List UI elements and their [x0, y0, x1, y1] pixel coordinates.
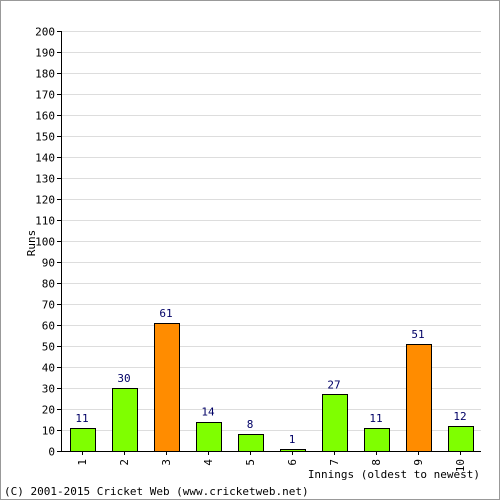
- bar: [196, 422, 222, 452]
- bar: [154, 323, 180, 452]
- y-tick-label: 20: [42, 404, 55, 417]
- bar: [322, 394, 348, 452]
- bar-value-label: 1: [289, 433, 296, 446]
- bar-value-label: 14: [201, 406, 215, 419]
- y-tick-label: 110: [35, 215, 55, 228]
- y-tick-label: 90: [42, 257, 55, 270]
- y-tick-label: 30: [42, 383, 55, 396]
- bar-value-label: 61: [159, 307, 172, 320]
- x-tick-label: 4: [202, 459, 215, 466]
- bar-value-label: 12: [453, 410, 466, 423]
- y-tick-label: 60: [42, 320, 55, 333]
- copyright-notice: (C) 2001-2015 Cricket Web (www.cricketwe…: [4, 485, 309, 498]
- y-tick-label: 170: [35, 89, 55, 102]
- bar-value-label: 8: [247, 418, 254, 431]
- y-tick-label: 80: [42, 278, 55, 291]
- y-tick-label: 140: [35, 152, 55, 165]
- x-axis-title: Innings (oldest to newest): [308, 468, 480, 481]
- x-tick-label: 2: [118, 459, 131, 466]
- x-tick-label: 6: [286, 459, 299, 466]
- x-axis-ticks: 1 2 3 4 5 6 7 8 9 10: [76, 451, 467, 472]
- gridlines: [61, 31, 481, 431]
- bars: [70, 323, 474, 452]
- x-tick-label: 8: [370, 459, 383, 466]
- bar: [238, 434, 264, 452]
- y-tick-label: 100: [35, 236, 55, 249]
- x-tick-label: 3: [160, 459, 173, 466]
- y-tick-label: 190: [35, 47, 55, 60]
- x-tick-label: 1: [76, 459, 89, 466]
- x-tick-label: 10: [454, 459, 467, 472]
- y-tick-label: 130: [35, 173, 55, 186]
- y-tick-label: 70: [42, 299, 55, 312]
- bar-value-label: 11: [369, 412, 382, 425]
- bar: [406, 344, 432, 452]
- bar: [112, 388, 138, 452]
- bar-value-label: 27: [327, 378, 340, 391]
- x-tick-label: 5: [244, 459, 257, 466]
- y-tick-label: 50: [42, 341, 55, 354]
- y-tick-label: 120: [35, 194, 55, 207]
- bar-value-label: 51: [411, 328, 424, 341]
- y-tick-label: 180: [35, 68, 55, 81]
- y-tick-label: 10: [42, 425, 55, 438]
- data-labels: 11 30 61 14 8 1 27 11 51 12: [75, 307, 466, 446]
- bar: [364, 428, 390, 452]
- y-axis-ticks: 0 10 20 30 40 50 60 70 80 90 100 110 120 130 140 150 160…: [35, 26, 61, 459]
- bar: [448, 426, 474, 452]
- y-tick-label: 160: [35, 110, 55, 123]
- y-tick-label: 150: [35, 131, 55, 144]
- x-tick-label: 7: [328, 459, 341, 466]
- y-tick-label: 0: [48, 446, 55, 459]
- bar-value-label: 11: [75, 412, 88, 425]
- y-axis-title: Runs: [25, 230, 38, 257]
- y-tick-label: 200: [35, 26, 55, 39]
- y-tick-label: 40: [42, 362, 55, 375]
- bar-value-label: 30: [117, 372, 130, 385]
- bar: [70, 428, 96, 452]
- x-tick-label: 9: [412, 459, 425, 466]
